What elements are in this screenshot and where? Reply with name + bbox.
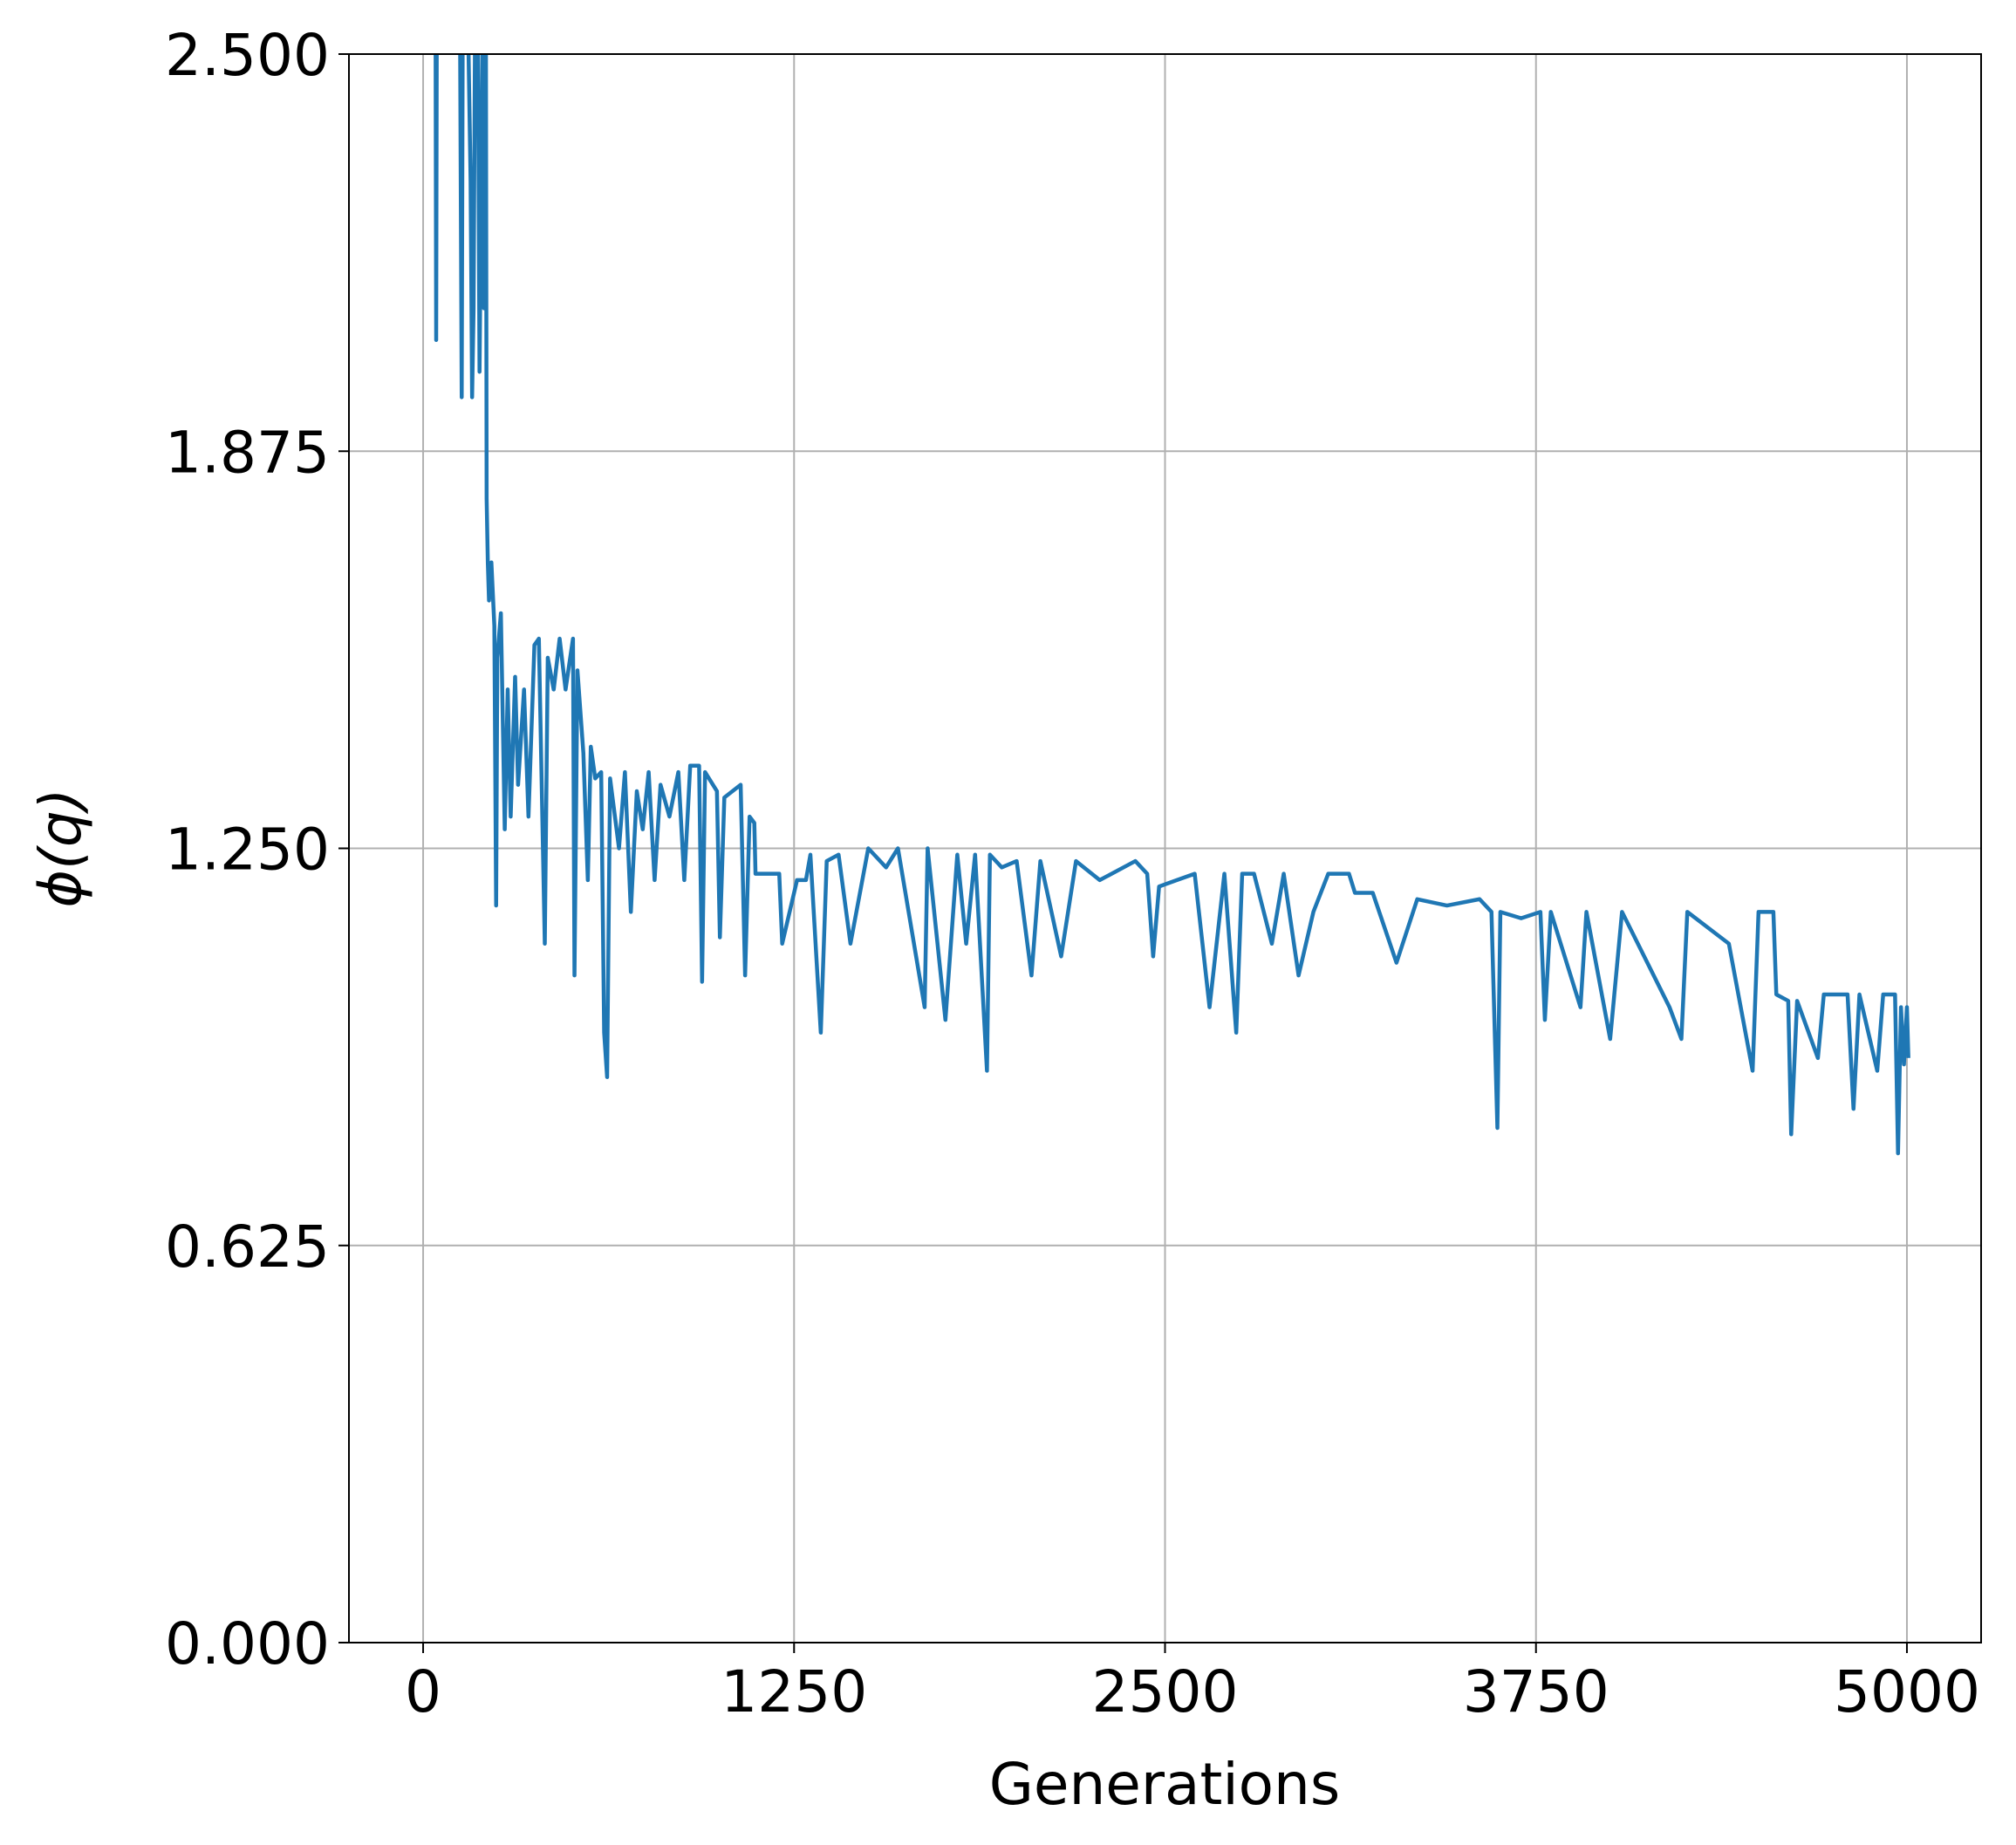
ticks: 0 1250 2500 3750 5000 0.000 0.625 1.250 1.875 2.5…	[165, 22, 1980, 1725]
x-tick-label: 3750	[1463, 1658, 1609, 1725]
y-tick-label: 0.000	[165, 1610, 330, 1678]
y-tick-label: 0.625	[165, 1213, 330, 1281]
x-axis-label: Generations	[989, 1751, 1341, 1818]
grid	[349, 53, 1981, 1643]
plot-area	[434, 54, 1910, 1156]
x-tick-label: 1250	[721, 1658, 867, 1725]
y-tick-label: 2.500	[165, 22, 330, 89]
x-tick-label: 2500	[1092, 1658, 1239, 1725]
x-tick-label: 0	[405, 1658, 441, 1725]
y-axis-label: ϕ(q)	[27, 789, 94, 908]
data-line	[434, 54, 1910, 1156]
y-tick-label: 1.875	[165, 419, 330, 486]
x-tick-label: 5000	[1834, 1658, 1980, 1725]
y-tick-label: 1.250	[165, 817, 330, 884]
